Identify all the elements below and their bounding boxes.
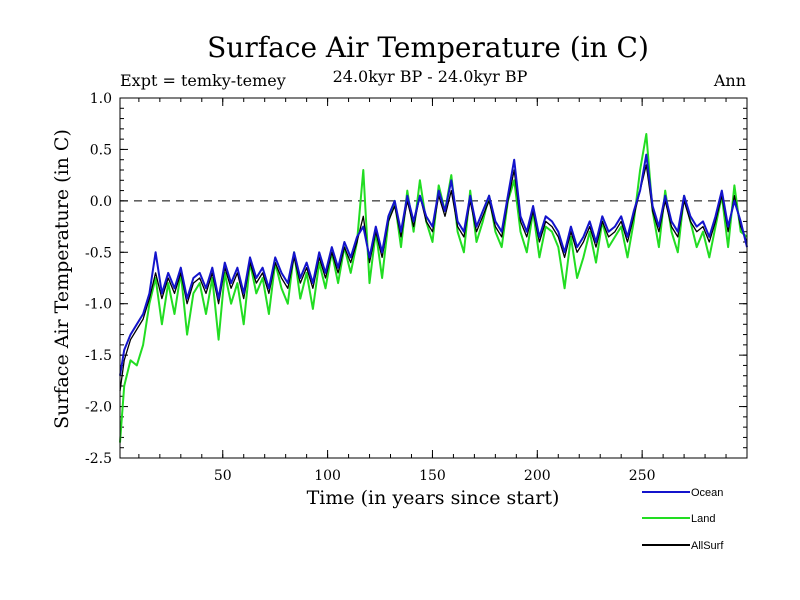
series-line-land bbox=[119, 133, 748, 443]
x-tick-label: 200 bbox=[524, 468, 551, 484]
legend-label: Land bbox=[691, 513, 715, 525]
y-tick-label: -2.0 bbox=[85, 400, 112, 416]
y-tick-label: -2.5 bbox=[85, 451, 112, 467]
series-layer bbox=[119, 133, 748, 443]
y-tick-label: 0.0 bbox=[90, 194, 112, 210]
experiment-label: Expt = temky-temey bbox=[120, 71, 286, 90]
chart-subtitle: 24.0kyr BP - 24.0kyr BP bbox=[333, 67, 528, 86]
y-tick-label: -1.0 bbox=[85, 297, 112, 313]
x-tick-label: 150 bbox=[419, 468, 446, 484]
series-line-ocean bbox=[119, 153, 748, 376]
y-tick-label: -1.5 bbox=[85, 348, 112, 364]
x-axis-label: Time (in years since start) bbox=[307, 487, 560, 509]
y-tick-label: 1.0 bbox=[90, 91, 112, 107]
legend-item-allsurf: AllSurf bbox=[642, 540, 724, 552]
x-tick-label: 50 bbox=[214, 468, 232, 484]
legend: Ocean Land AllSurf bbox=[642, 487, 724, 552]
legend-label: AllSurf bbox=[691, 540, 724, 552]
x-tick-label: 250 bbox=[629, 468, 656, 484]
plot-frame bbox=[119, 97, 748, 459]
y-tick-label: -0.5 bbox=[85, 245, 112, 261]
x-tick-label: 100 bbox=[314, 468, 341, 484]
season-label: Ann bbox=[713, 71, 746, 90]
y-tick-label: 0.5 bbox=[90, 142, 112, 158]
legend-item-land: Land bbox=[642, 513, 715, 525]
legend-label: Ocean bbox=[691, 487, 723, 499]
y-axis-label: Surface Air Temperature (in C) bbox=[51, 129, 73, 429]
legend-item-ocean: Ocean bbox=[642, 487, 723, 499]
chart-title: Surface Air Temperature (in C) bbox=[207, 31, 649, 64]
